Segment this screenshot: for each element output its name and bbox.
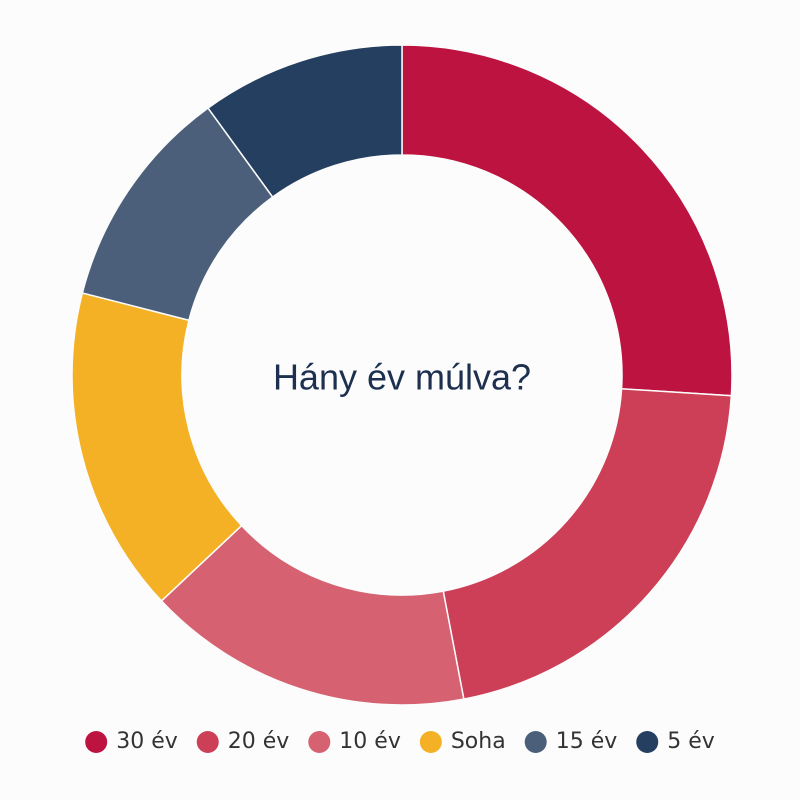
- chart-title: Hány év múlva?: [273, 357, 531, 398]
- legend-item[interactable]: 5 év: [636, 729, 715, 754]
- legend-marker: [308, 731, 331, 753]
- legend-marker: [524, 731, 547, 753]
- legend-label: 20 év: [228, 729, 290, 754]
- legend-label: 5 év: [667, 729, 715, 754]
- legend-item[interactable]: 20 év: [196, 729, 290, 754]
- legend-label: 15 év: [556, 729, 618, 754]
- legend-item[interactable]: 15 év: [524, 729, 618, 754]
- slice: [206, 44, 403, 199]
- legend-item[interactable]: 30 év: [85, 729, 178, 754]
- legend-marker: [85, 731, 108, 753]
- legend-label: 10 év: [339, 729, 401, 754]
- legend-marker: [196, 731, 219, 753]
- slice: [401, 44, 733, 397]
- slice: [442, 388, 733, 701]
- legend-marker: [636, 731, 659, 753]
- legend-item[interactable]: Soha: [419, 729, 506, 754]
- legend-label: Soha: [451, 729, 506, 754]
- legend-marker: [419, 731, 442, 753]
- legend: 30 év 20 év 10 év Soha 15 év 5 év: [85, 729, 715, 754]
- donut: [71, 44, 733, 706]
- legend-label: 30 év: [116, 729, 178, 754]
- legend-item[interactable]: 10 év: [308, 729, 401, 754]
